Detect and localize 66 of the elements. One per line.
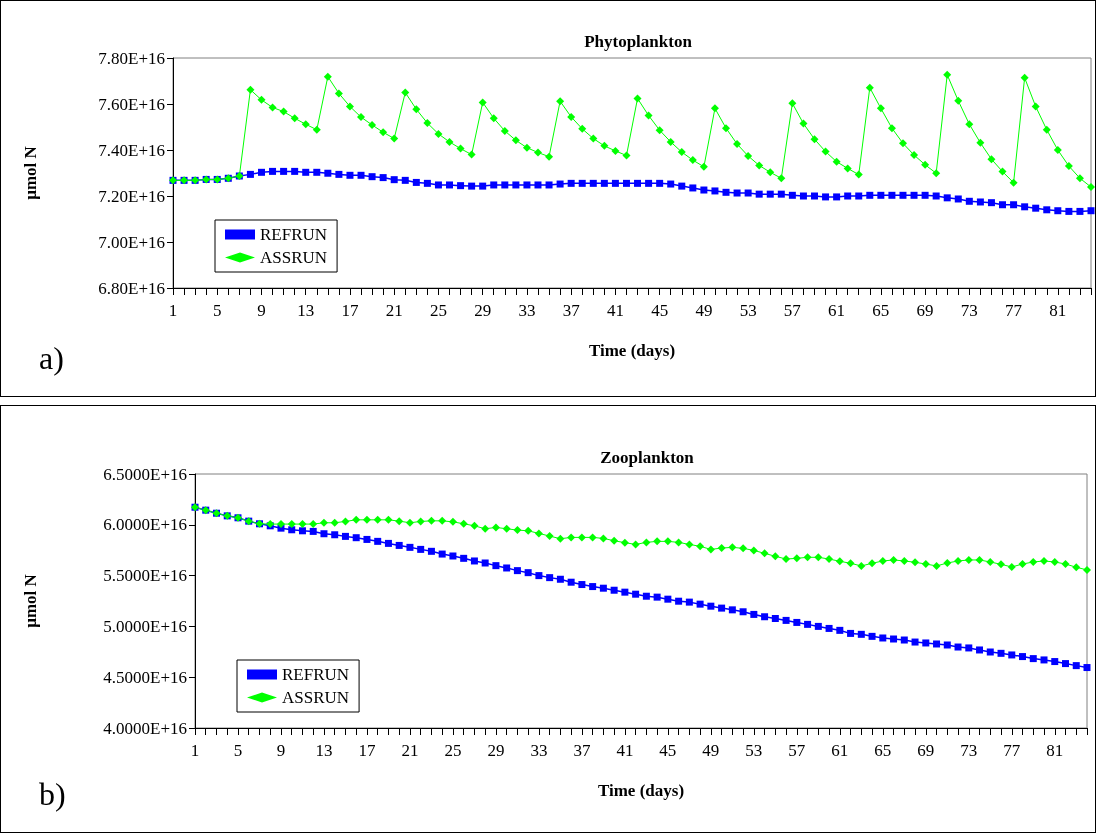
x-tick-label: 17	[341, 301, 359, 320]
x-tick-label: 81	[1046, 741, 1064, 760]
y-axis-title: µmol N	[21, 573, 40, 628]
y-tick-label: 4.0000E+16	[103, 718, 187, 738]
legend-label: ASSRUN	[260, 248, 328, 267]
x-tick-label: 61	[831, 741, 849, 760]
y-tick-label: 7.80E+16	[98, 48, 165, 68]
x-tick-label: 45	[651, 301, 669, 320]
x-tick-label: 53	[745, 741, 763, 760]
y-tick-label: 6.0000E+16	[103, 515, 187, 535]
x-tick-label: 41	[616, 741, 634, 760]
x-tick-label: 13	[297, 301, 315, 320]
legend-label: REFRUN	[260, 225, 328, 244]
x-axis-title: Time (days)	[597, 781, 685, 800]
y-tick-label: 6.80E+16	[98, 278, 165, 298]
x-tick-label: 17	[358, 741, 376, 760]
x-tick-label: 57	[783, 301, 802, 320]
y-axis-title: µmol N	[21, 145, 40, 200]
x-tick-label: 21	[385, 301, 403, 320]
legend-label: ASSRUN	[282, 688, 350, 707]
x-tick-label: 81	[1049, 301, 1067, 320]
legend-label: REFRUN	[282, 665, 350, 684]
x-tick-label: 5	[212, 301, 222, 320]
chart-title: Phytoplankton	[584, 32, 693, 51]
y-tick-label: 5.0000E+16	[103, 616, 187, 636]
y-tick-label: 4.5000E+16	[103, 667, 187, 687]
x-tick-label: 77	[1005, 301, 1023, 320]
x-tick-label: 37	[562, 301, 581, 320]
x-tick-label: 69	[917, 741, 935, 760]
x-axis-title: Time (days)	[588, 341, 676, 360]
x-tick-label: 53	[739, 301, 757, 320]
x-tick-label: 37	[573, 741, 591, 760]
x-tick-label: 33	[518, 301, 536, 320]
x-tick-label: 13	[315, 741, 333, 760]
x-tick-label: 33	[530, 741, 548, 760]
y-tick-label: 7.20E+16	[98, 186, 165, 206]
x-tick-label: 49	[695, 301, 713, 320]
y-tick-label: 7.60E+16	[98, 94, 165, 114]
y-tick-label: 6.5000E+16	[103, 464, 187, 484]
x-tick-label: 65	[874, 741, 892, 760]
text: a)	[39, 340, 64, 376]
x-tick-label: 57	[788, 741, 806, 760]
x-tick-label: 61	[828, 301, 846, 320]
x-tick-label: 1	[190, 741, 200, 760]
x-tick-label: 25	[444, 741, 462, 760]
y-tick-label: 5.5000E+16	[103, 566, 187, 586]
x-tick-label: 77	[1003, 741, 1021, 760]
x-tick-label: 1	[168, 301, 178, 320]
y-tick-label: 7.00E+16	[98, 232, 165, 252]
x-tick-label: 9	[257, 301, 266, 320]
x-tick-label: 45	[659, 741, 677, 760]
x-tick-label: 21	[401, 741, 419, 760]
x-tick-label: 73	[960, 741, 978, 760]
chart-title: Zooplankton	[600, 448, 695, 467]
x-tick-label: 9	[276, 741, 286, 760]
x-tick-label: 49	[702, 741, 720, 760]
x-tick-label: 69	[916, 301, 934, 320]
text: b)	[39, 776, 66, 812]
x-tick-label: 25	[429, 301, 447, 320]
x-tick-label: 65	[872, 301, 890, 320]
x-tick-label: 41	[606, 301, 624, 320]
x-tick-label: 5	[233, 741, 243, 760]
x-tick-label: 29	[487, 741, 505, 760]
x-tick-label: 29	[474, 301, 492, 320]
y-tick-label: 7.40E+16	[98, 140, 165, 160]
x-tick-label: 73	[960, 301, 978, 320]
